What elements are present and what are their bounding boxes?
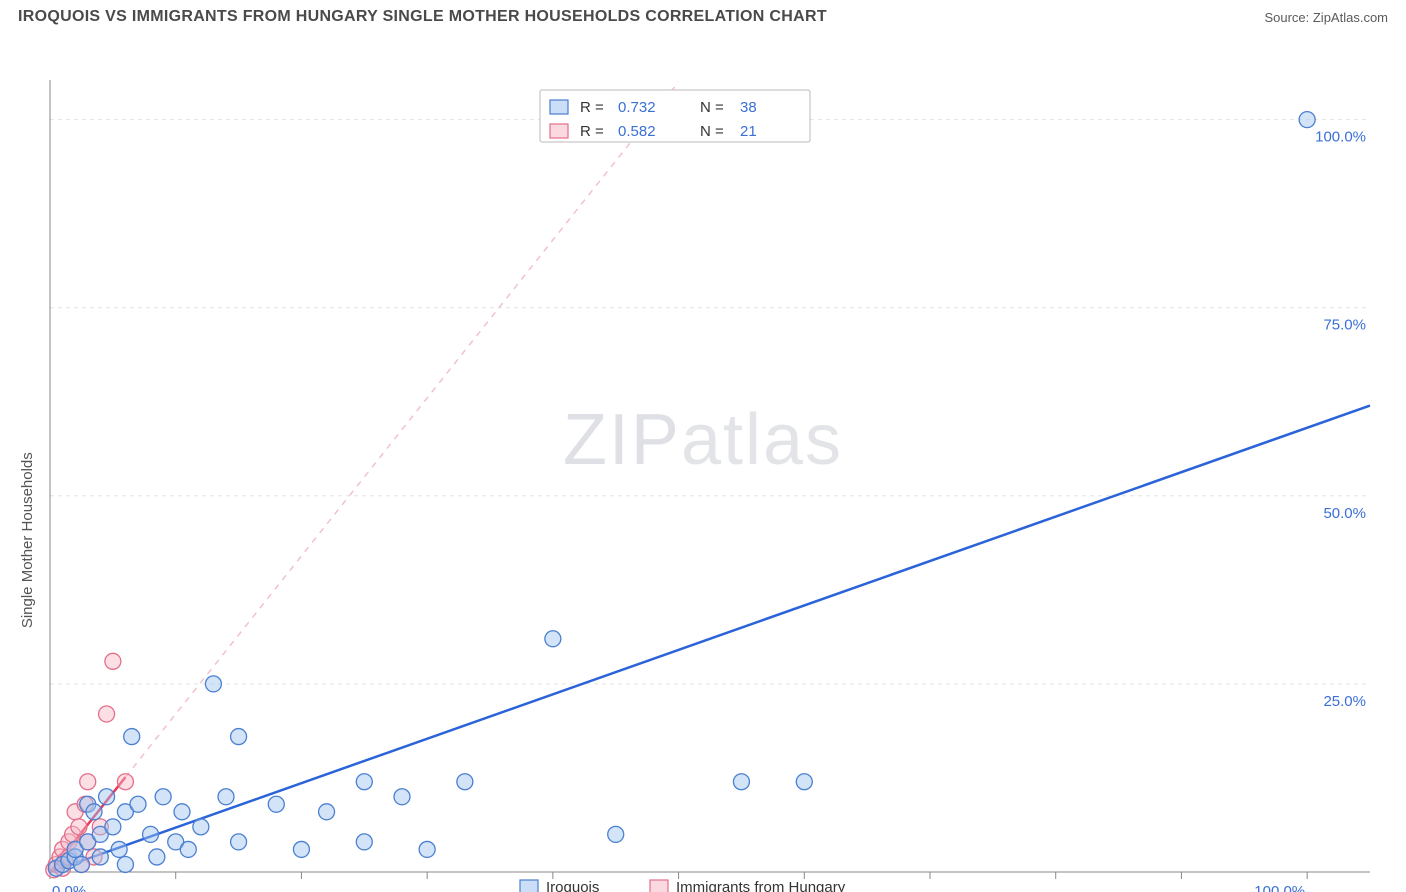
- title-bar: IROQUOIS VS IMMIGRANTS FROM HUNGARY SING…: [0, 0, 1406, 32]
- source-label: Source: ZipAtlas.com: [1264, 10, 1388, 25]
- svg-text:Iroquois: Iroquois: [546, 879, 599, 892]
- svg-text:75.0%: 75.0%: [1323, 317, 1366, 334]
- svg-text:50.0%: 50.0%: [1323, 505, 1366, 522]
- svg-text:100.0%: 100.0%: [1254, 883, 1305, 892]
- svg-text:100.0%: 100.0%: [1315, 129, 1366, 146]
- chart-area: ZIPatlas Single Mother Households0.0%100…: [0, 32, 1406, 882]
- svg-text:0.582: 0.582: [618, 123, 656, 140]
- scatter-chart: Single Mother Households 0.0% 100.0% 25.0% 5…: [0, 32, 1406, 892]
- svg-text:R =: R =: [580, 99, 604, 116]
- svg-text:38: 38: [740, 99, 757, 116]
- y-axis-label: Single Mother Households: [19, 452, 36, 628]
- svg-text:Immigrants from Hungary: Immigrants from Hungary: [676, 879, 846, 892]
- svg-text:N =: N =: [700, 99, 724, 116]
- svg-text:25.0%: 25.0%: [1323, 693, 1366, 710]
- svg-text:0.0%: 0.0%: [52, 883, 86, 892]
- svg-text:R =: R =: [580, 123, 604, 140]
- chart-title: IROQUOIS VS IMMIGRANTS FROM HUNGARY SING…: [18, 8, 827, 26]
- svg-text:21: 21: [740, 123, 757, 140]
- svg-text:N =: N =: [700, 123, 724, 140]
- svg-text:0.732: 0.732: [618, 99, 656, 116]
